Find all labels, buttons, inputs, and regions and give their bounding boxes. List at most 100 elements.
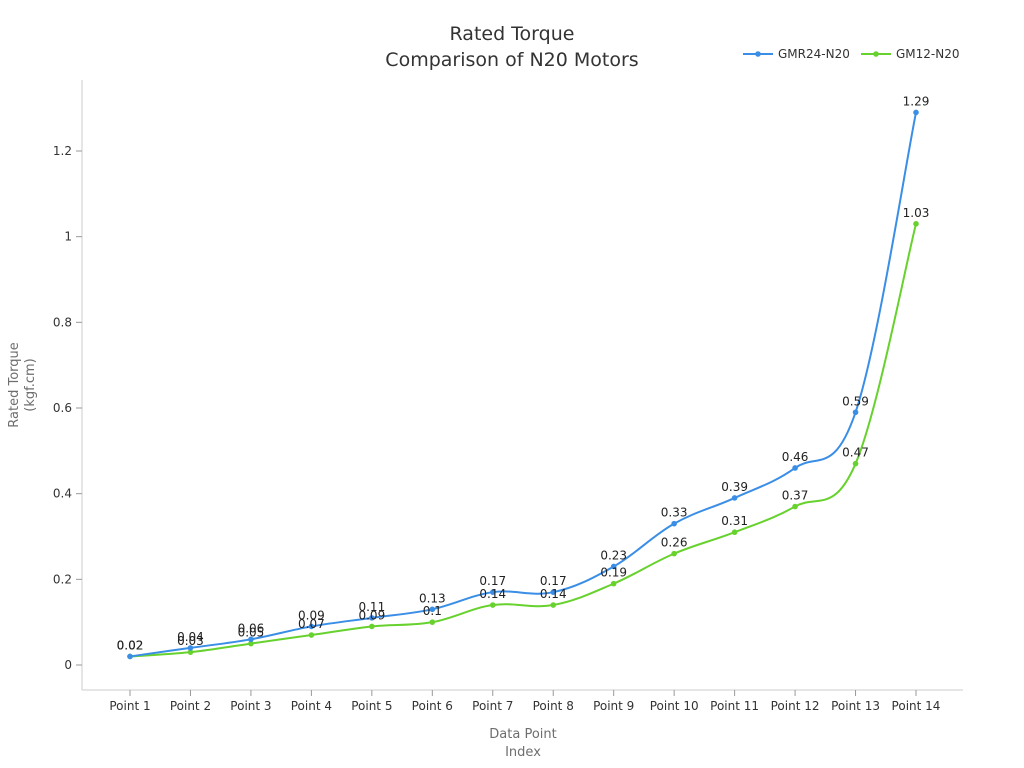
data-point[interactable] — [550, 589, 557, 595]
data-label: 0.37 — [782, 489, 809, 503]
data-point[interactable] — [913, 109, 919, 116]
x-tick-label: Point 5 — [351, 699, 392, 713]
data-point[interactable] — [489, 602, 496, 608]
x-tick-label: Point 11 — [710, 699, 759, 713]
data-point[interactable] — [792, 503, 798, 510]
series-group — [127, 109, 919, 660]
data-point[interactable] — [248, 640, 254, 647]
data-label: 0.02 — [117, 638, 144, 652]
x-tick-label: Point 14 — [892, 699, 941, 713]
legend: GMR24-N20 GM12-N20 — [743, 47, 960, 61]
data-label: 0.31 — [721, 514, 748, 528]
chart-title: Rated Torque Comparison of N20 Motors — [385, 23, 638, 71]
chart-title-line-1: Rated Torque — [450, 23, 575, 45]
data-point[interactable] — [429, 606, 436, 613]
x-tick-label: Point 8 — [533, 699, 574, 713]
data-label: 0.07 — [298, 617, 325, 631]
y-tick-label: 0.6 — [53, 401, 72, 415]
data-label: 0.14 — [540, 587, 567, 601]
data-label: 0.06 — [238, 621, 265, 635]
legend-item-gmr24-n20[interactable]: GMR24-N20 — [743, 47, 850, 61]
data-label: 0.1 — [423, 604, 442, 618]
data-label: 0.13 — [419, 591, 446, 605]
data-point[interactable] — [731, 495, 738, 501]
data-label: 0.23 — [600, 548, 627, 562]
x-tick-label: Point 3 — [230, 699, 271, 713]
data-label: 0.39 — [721, 480, 748, 494]
legend-label: GM12-N20 — [896, 47, 960, 61]
data-label: 0.09 — [358, 608, 385, 622]
legend-marker-icon — [873, 51, 879, 57]
data-label: 0.04 — [177, 630, 204, 644]
data-point[interactable] — [429, 619, 436, 625]
data-labels: 0.020.040.060.090.110.130.17 0.170.230.33… — [117, 94, 930, 652]
data-point[interactable] — [610, 580, 617, 587]
y-axis-label-line-1: Rated Torque — [7, 342, 22, 427]
x-tick-label: Point 2 — [170, 699, 211, 713]
x-axis-ticks: Point 1 Point 2 Point 3 Point 4 Point 5 Point… — [109, 690, 940, 713]
data-point[interactable] — [369, 623, 375, 630]
data-label: 0.14 — [479, 587, 506, 601]
x-axis-label-line-2: Index — [505, 745, 541, 760]
data-point[interactable] — [248, 636, 254, 643]
chart-title-line-2: Comparison of N20 Motors — [385, 49, 638, 71]
data-label: 0.09 — [298, 608, 325, 622]
data-point[interactable] — [308, 632, 315, 638]
y-axis-ticks: 0 0.2 0.4 0.6 0.8 1 1.2 — [53, 144, 82, 672]
data-point[interactable] — [671, 520, 677, 527]
legend-label: GMR24-N20 — [778, 47, 850, 61]
series-gmr24-n20 — [127, 109, 919, 660]
data-label: 0.26 — [661, 536, 688, 550]
x-axis-label-line-1: Data Point — [489, 727, 556, 742]
y-tick-label: 0 — [64, 658, 72, 672]
data-point[interactable] — [550, 602, 557, 608]
data-point[interactable] — [671, 550, 677, 557]
data-point[interactable] — [731, 529, 738, 536]
data-label: 1.03 — [903, 206, 930, 220]
series-line — [129, 223, 917, 658]
x-tick-label: Point 4 — [291, 699, 332, 713]
data-point[interactable] — [187, 649, 194, 655]
series-gm12-n20 — [127, 221, 919, 660]
x-tick-label: Point 9 — [593, 699, 634, 713]
data-label: 1.29 — [903, 94, 930, 108]
series-line — [129, 112, 917, 658]
data-label: 0.33 — [661, 506, 688, 520]
data-label: 0.03 — [177, 634, 204, 648]
data-point[interactable] — [852, 460, 859, 467]
y-axis-label: Rated Torque (kgf.cm) — [7, 342, 38, 427]
legend-item-gm12-n20[interactable]: GM12-N20 — [861, 47, 960, 61]
y-tick-label: 1.2 — [53, 144, 72, 158]
data-point[interactable] — [792, 465, 798, 471]
x-tick-label: Point 7 — [472, 699, 513, 713]
data-point[interactable] — [913, 221, 919, 227]
data-label: 0.05 — [238, 626, 265, 640]
y-tick-label: 0.4 — [53, 487, 72, 501]
x-tick-label: Point 10 — [650, 699, 699, 713]
y-tick-label: 0.8 — [53, 315, 72, 329]
x-tick-label: Point 6 — [412, 699, 453, 713]
data-label: 0.02 — [117, 638, 144, 652]
data-label: 0.17 — [479, 574, 506, 588]
data-point[interactable] — [127, 653, 133, 660]
x-axis-label: Data Point Index — [489, 727, 556, 760]
legend-marker-icon — [755, 51, 761, 57]
x-tick-label: Point 12 — [771, 699, 820, 713]
data-point[interactable] — [369, 615, 375, 621]
x-tick-label: Point 1 — [109, 699, 150, 713]
data-point[interactable] — [308, 623, 315, 630]
data-label: 0.11 — [358, 600, 385, 614]
data-label: 0.19 — [600, 566, 627, 580]
data-label: 0.59 — [842, 394, 869, 408]
data-point[interactable] — [187, 645, 194, 651]
y-tick-label: 0.2 — [53, 572, 72, 586]
x-tick-label: Point 13 — [831, 699, 880, 713]
data-label: 0.17 — [540, 574, 567, 588]
data-point[interactable] — [489, 589, 496, 595]
y-tick-label: 1 — [64, 230, 72, 244]
data-point[interactable] — [610, 563, 617, 570]
axes — [81, 80, 963, 691]
data-point[interactable] — [852, 409, 859, 416]
data-label: 0.46 — [782, 450, 809, 464]
